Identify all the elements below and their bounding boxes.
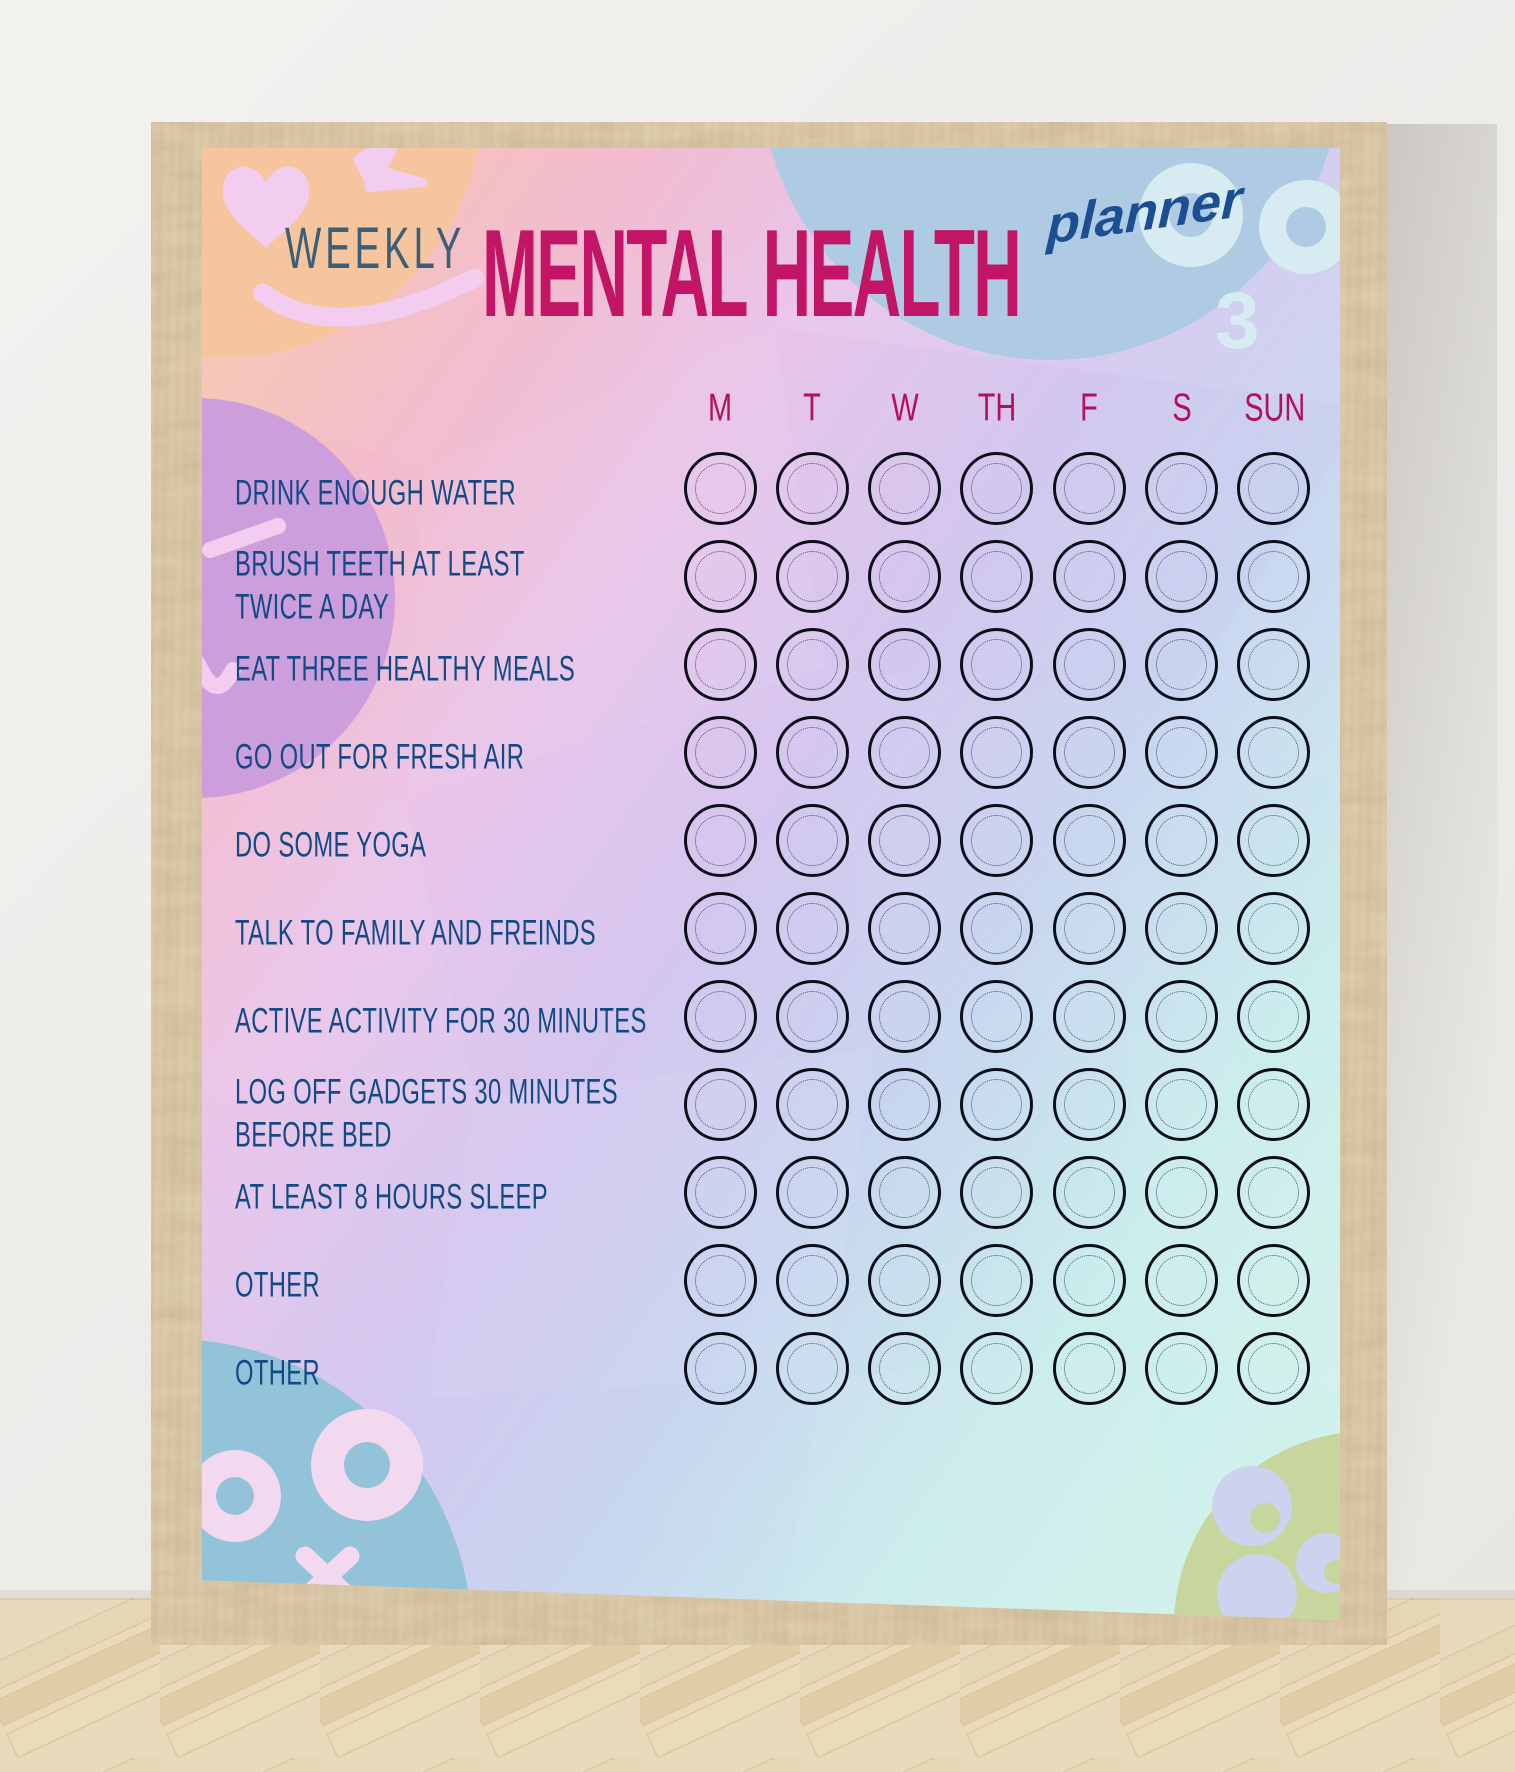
svg-text:3: 3	[1215, 276, 1260, 365]
